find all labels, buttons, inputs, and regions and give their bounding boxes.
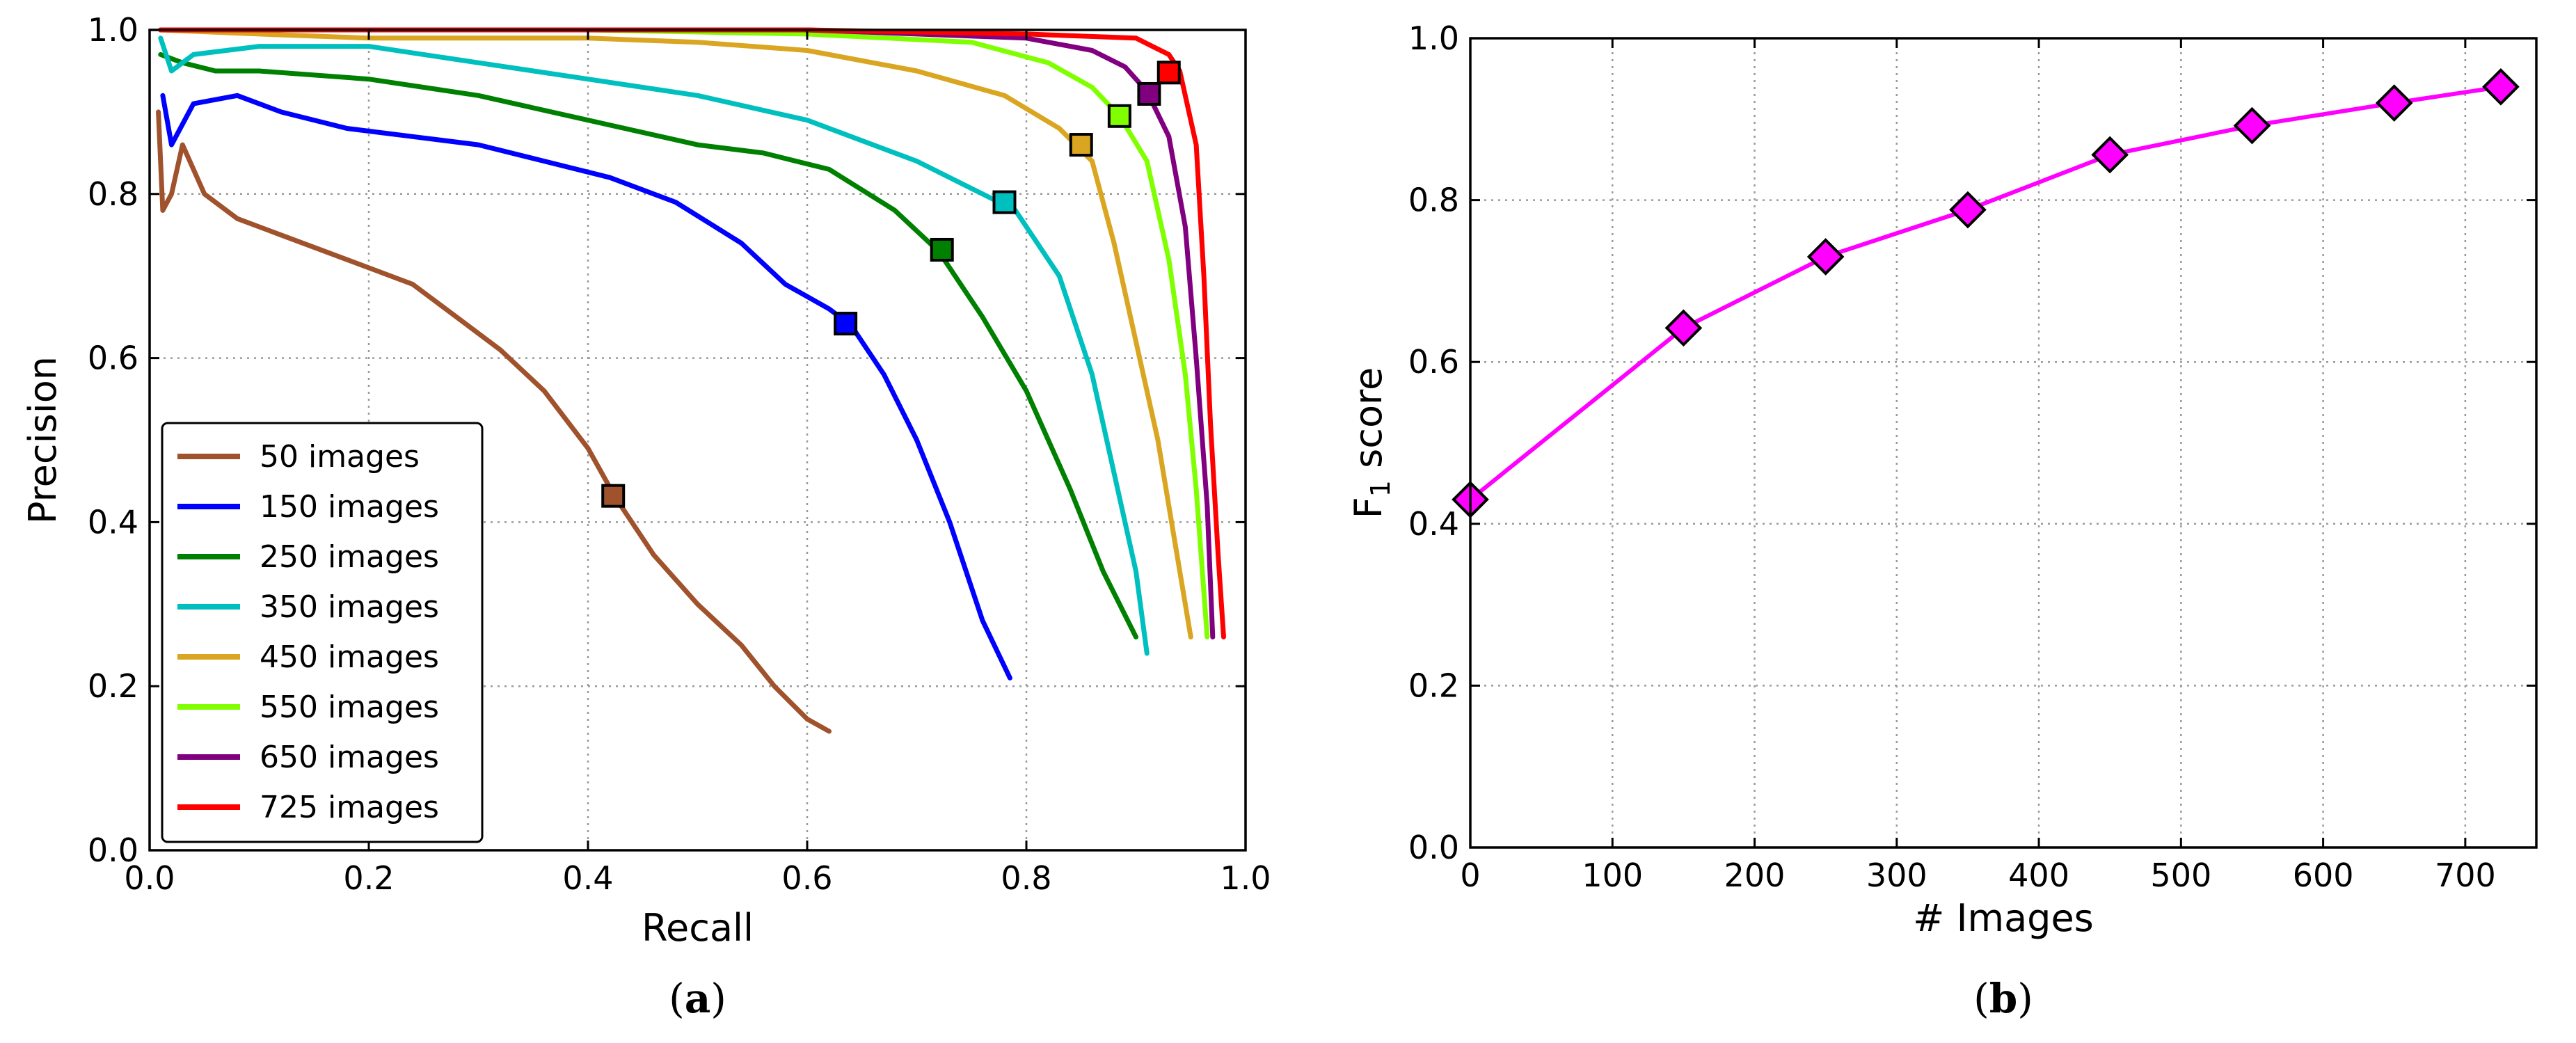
series-line-3 <box>158 51 1138 639</box>
x-tick-label: 400 <box>2008 857 2069 894</box>
legend-box <box>161 422 484 843</box>
series-line-5 <box>158 27 1193 639</box>
x-tick-label: 0.8 <box>1001 859 1051 897</box>
operating-point-marker-2 <box>834 312 858 336</box>
x-tick-label: 0.6 <box>781 859 832 897</box>
data-point-marker <box>2482 67 2520 106</box>
operating-point-marker-7 <box>1137 81 1161 106</box>
y-tick-label: 0.2 <box>88 667 138 705</box>
y-tick-label: 0.4 <box>1408 505 1459 543</box>
y-tick-label: 0.6 <box>88 340 138 377</box>
legend-label-6: 550 images <box>260 690 439 725</box>
y-tick-label: 0.6 <box>1408 343 1459 381</box>
operating-points-a <box>601 61 1181 508</box>
data-point-marker <box>2091 136 2129 174</box>
y-axis-title-main-b: F <box>1346 497 1390 518</box>
operating-point-marker-3 <box>930 237 954 262</box>
data-point-marker <box>1949 191 1987 229</box>
legend-label-1: 50 images <box>260 439 420 475</box>
operating-point-marker-1 <box>601 484 626 508</box>
x-tick-label: 0.0 <box>124 859 175 897</box>
data-point-marker <box>2375 84 2413 122</box>
x-axis-title-a: Recall <box>642 906 754 950</box>
series-line-1 <box>156 109 832 734</box>
x-tick-label: 0 <box>1460 857 1480 894</box>
x-tick-label: 700 <box>2435 857 2496 894</box>
y-tick-label: 1.0 <box>88 11 138 49</box>
x-tick-label: 300 <box>1866 857 1927 894</box>
legend-label-7: 650 images <box>260 740 439 775</box>
x-tick-label: 500 <box>2150 857 2211 894</box>
legend-label-8: 725 images <box>260 790 439 825</box>
grid-b <box>1469 37 2536 849</box>
plot-frame-b <box>1469 37 2538 849</box>
x-tick-label: 100 <box>1582 857 1643 894</box>
x-axis-title-b: # Images <box>1913 896 2094 940</box>
x-tick-label: 200 <box>1724 857 1786 894</box>
data-point-marker <box>2233 106 2271 145</box>
legend-label-2: 150 images <box>260 489 439 525</box>
panel-label-a: (a) <box>669 975 726 1022</box>
x-tick-label: 600 <box>2293 857 2354 894</box>
y-tick-label: 0.8 <box>1408 182 1459 219</box>
legend-label-4: 350 images <box>260 589 439 625</box>
y-axis-title-rest-b: score <box>1346 367 1390 480</box>
ticks-b: 0 100 200 300 400 500 600 700 0.0 0.2 0.4 0.6 0.8 1.0 <box>1408 19 2536 894</box>
y-tick-label: 0.2 <box>1408 667 1459 704</box>
operating-point-marker-6 <box>1107 104 1131 128</box>
operating-point-marker-5 <box>1069 133 1093 157</box>
y-tick-label: 0.0 <box>1408 829 1459 866</box>
legend-label-3: 250 images <box>260 539 439 575</box>
series-line-4 <box>158 35 1150 656</box>
legend: 50 images 150 images 250 images 350 images 4… <box>161 422 484 843</box>
y-tick-label: 1.0 <box>1408 19 1459 57</box>
chart-panel-b: 0 100 200 300 400 500 600 700 0.0 0.2 0.4 0.6 0.8 1.0… <box>1346 19 2538 1022</box>
operating-point-marker-4 <box>992 190 1017 214</box>
series-line-2 <box>160 93 1012 680</box>
f1-line <box>1469 84 2502 502</box>
y-tick-label: 0.0 <box>88 831 138 869</box>
x-tick-label: 1.0 <box>1220 859 1271 897</box>
data-point-marker <box>1806 238 1845 276</box>
panel-letter-a: a <box>685 975 711 1022</box>
operating-point-marker-8 <box>1156 61 1181 85</box>
data-point-marker <box>1664 309 1703 347</box>
y-axis-title-b: F1 score <box>1346 367 1396 519</box>
x-tick-label: 0.2 <box>343 859 394 897</box>
chart-panel-a: 0.0 0.2 0.4 0.6 0.8 1.0 0.0 0.2 0.4 0.6 0.8 1.0 Rec… <box>21 11 1271 1022</box>
panel-label-b: (b) <box>1973 975 2033 1022</box>
y-tick-label: 0.8 <box>88 175 138 213</box>
y-tick-label: 0.4 <box>88 503 138 541</box>
series-group-b <box>1469 84 2502 502</box>
data-points-b <box>1452 67 2520 518</box>
panel-letter-b: b <box>1989 975 2018 1022</box>
plot-frame-a <box>148 29 1247 852</box>
x-tick-label: 0.4 <box>562 859 613 897</box>
legend-label-5: 450 images <box>260 639 439 675</box>
y-axis-title-a: Precision <box>21 356 65 524</box>
ticks-a: 0.0 0.2 0.4 0.6 0.8 1.0 0.0 0.2 0.4 0.6 0.8 1.0 <box>88 11 1271 897</box>
y-axis-title-sub-b: 1 <box>1365 480 1396 497</box>
